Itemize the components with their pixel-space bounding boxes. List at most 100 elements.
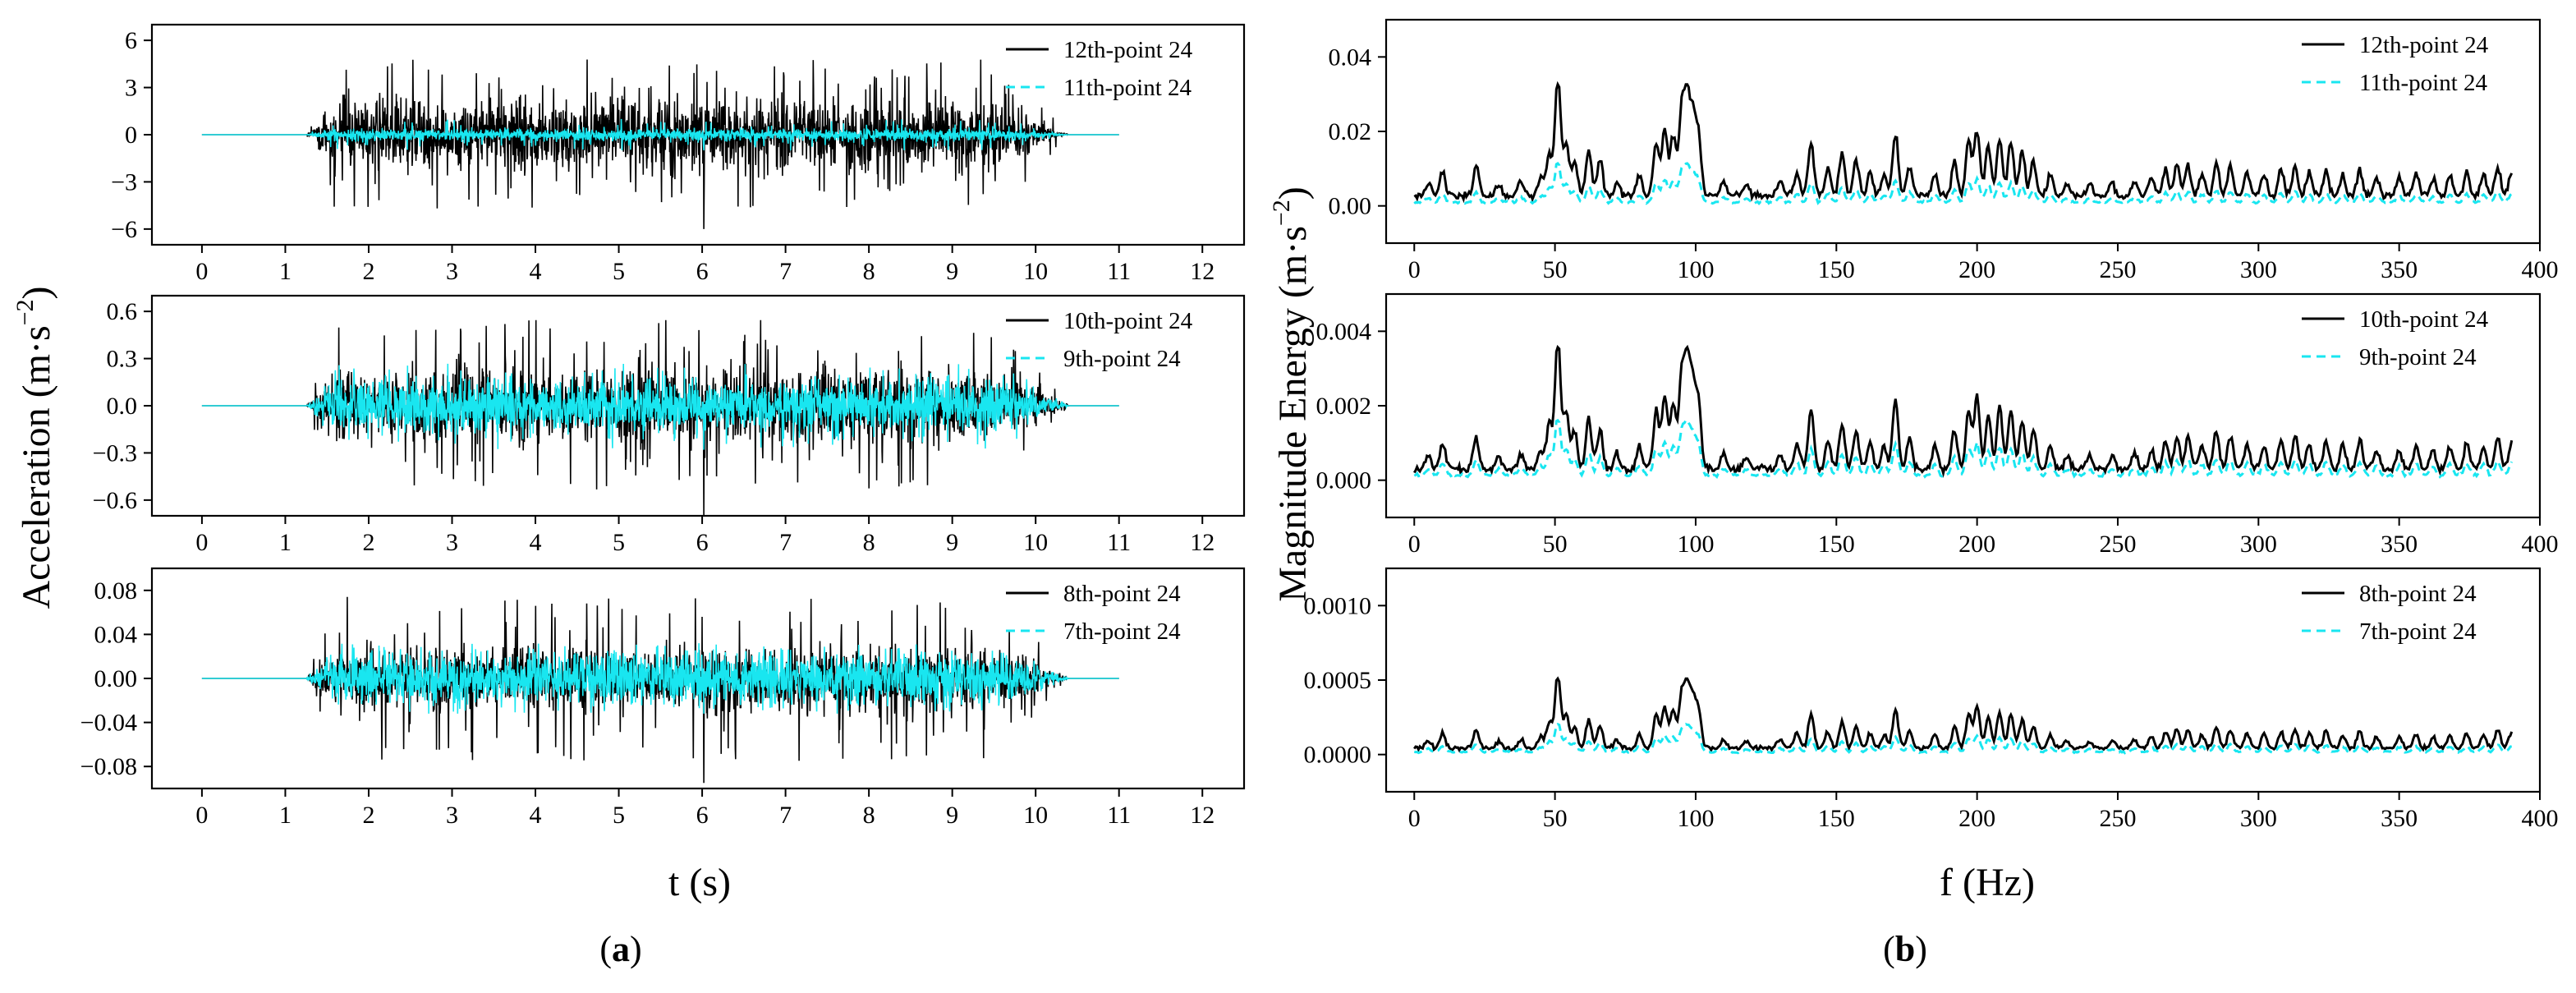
x-tick-label: 100 (1677, 805, 1714, 832)
x-tick-label: 10 (1023, 529, 1048, 556)
legend-label: 9th-point 24 (2359, 344, 2477, 370)
x-tick-label: 50 (1543, 805, 1568, 832)
series-line-10th-point-24 (1413, 344, 2514, 478)
x-tick-label: 7 (779, 258, 792, 285)
y-tick-label: −0.08 (80, 753, 137, 780)
x-tick-label: 12 (1190, 802, 1215, 829)
y-tick-label: 0.002 (1316, 393, 1372, 420)
series-line-7th-point-24 (201, 643, 1119, 714)
y-tick-label: 0.0005 (1304, 667, 1372, 694)
legend-label: 10th-point 24 (2359, 306, 2489, 333)
y-tick-label: 0.00 (1329, 193, 1372, 220)
x-tick-label: 350 (2381, 256, 2418, 283)
left-x-axis-title: t (s) (668, 861, 731, 904)
y-tick-label: −0.3 (93, 439, 137, 467)
x-tick-label: 9 (946, 529, 958, 556)
svg-text:Magnitude Energy (m·s−2): Magnitude Energy (m·s−2) (1268, 186, 1315, 602)
x-tick-label: 250 (2099, 531, 2136, 558)
x-tick-label: 300 (2240, 256, 2277, 283)
x-tick-label: 50 (1543, 256, 1568, 283)
legend-label: 10th-point 24 (1063, 308, 1193, 334)
x-tick-label: 200 (1958, 256, 1995, 283)
x-tick-label: 50 (1543, 531, 1568, 558)
x-tick-label: 9 (946, 802, 958, 829)
panel-a3: 0 1 2 3 4 5 6 7 8 9 10 11 12−0.08−0.040.000.040.08 8t… (80, 567, 1246, 829)
plot-area (201, 596, 1119, 784)
x-tick-label: 250 (2099, 805, 2136, 832)
plot-area (201, 59, 1119, 229)
x-tick-label: 11 (1107, 802, 1131, 829)
y-tick-label: 0.6 (107, 298, 138, 325)
x-tick-label: 100 (1677, 256, 1714, 283)
x-tick-label: 2 (362, 802, 374, 829)
x-tick-label: 2 (362, 529, 374, 556)
x-tick-label: 6 (696, 258, 709, 285)
series-line-7th-point-24 (1413, 722, 2513, 755)
subfigure-label-b: (b) (1883, 929, 1927, 969)
plot-area (201, 320, 1119, 516)
y-tick-label: 0 (125, 122, 137, 149)
y-tick-label: 6 (125, 27, 137, 54)
x-tick-label: 250 (2099, 256, 2136, 283)
x-tick-label: 400 (2522, 531, 2559, 558)
right-y-axis-title: Magnitude Energy (m·s−2) (1268, 186, 1315, 602)
x-tick-label: 11 (1107, 258, 1131, 285)
x-tick-label: 5 (613, 258, 625, 285)
x-tick-label: 11 (1107, 529, 1131, 556)
series-line-8th-point-24 (1413, 676, 2514, 753)
legend-label: 12th-point 24 (2359, 32, 2489, 58)
x-tick-label: 6 (696, 802, 709, 829)
y-tick-label: 0.0010 (1304, 592, 1372, 619)
x-tick-label: 7 (779, 529, 792, 556)
x-tick-label: 5 (613, 529, 625, 556)
y-tick-label: 3 (125, 75, 137, 102)
y-tick-label: 0.0 (107, 393, 138, 420)
plot-area (1413, 676, 2514, 755)
x-tick-label: 10 (1023, 802, 1048, 829)
panel-b3: 0 50 100 150 200 250 300 350 400 0.0000 0.0005 0.00… (1304, 567, 2559, 832)
x-tick-label: 8 (863, 529, 875, 556)
plot-area (1413, 80, 2514, 206)
legend-label: 8th-point 24 (2359, 581, 2477, 607)
panel-b1: 0 50 100 150 200 250 300 350 400 0.00 0.02 0.04 12th… (1329, 18, 2559, 283)
x-tick-label: 8 (863, 802, 875, 829)
panel-a2: 0 1 2 3 4 5 6 7 8 9 10 11 12−0.6−0.30.00.30.6 10th-po… (93, 294, 1246, 556)
x-tick-label: 1 (279, 802, 292, 829)
x-tick-label: 350 (2381, 805, 2418, 832)
y-tick-label: −0.04 (80, 710, 137, 737)
x-tick-label: 150 (1818, 256, 1855, 283)
y-tick-label: −6 (111, 216, 137, 243)
series-line-12th-point-24 (1413, 80, 2514, 204)
x-tick-label: 9 (946, 258, 958, 285)
x-tick-label: 1 (279, 529, 292, 556)
y-tick-label: 0.0000 (1304, 742, 1372, 769)
right-x-axis-title: f (Hz) (1940, 861, 2035, 904)
x-tick-label: 12 (1190, 258, 1215, 285)
x-tick-label: 6 (696, 529, 709, 556)
y-tick-label: 0.02 (1329, 118, 1372, 145)
x-tick-label: 0 (195, 529, 208, 556)
x-tick-label: 0 (195, 258, 208, 285)
x-tick-label: 0 (195, 802, 208, 829)
legend-label: 12th-point 24 (1063, 37, 1193, 63)
x-tick-label: 400 (2522, 805, 2559, 832)
x-tick-label: 1 (279, 258, 292, 285)
x-tick-label: 3 (446, 258, 458, 285)
series-line-11th-point-24 (1413, 161, 2513, 206)
x-tick-label: 200 (1958, 531, 1995, 558)
x-tick-label: 4 (530, 802, 542, 829)
x-tick-label: 3 (446, 802, 458, 829)
x-tick-label: 8 (863, 258, 875, 285)
x-tick-label: 150 (1818, 805, 1855, 832)
series-line-12th-point-24 (201, 59, 1119, 229)
y-tick-label: 0.04 (94, 621, 138, 648)
x-tick-label: 3 (446, 529, 458, 556)
legend-label: 11th-point 24 (1063, 75, 1192, 101)
panel-b2: 0 50 100 150 200 250 300 350 400 0.000 0.002 0.004 1… (1316, 292, 2559, 558)
legend-label: 11th-point 24 (2359, 70, 2488, 96)
x-tick-label: 10 (1023, 258, 1048, 285)
legend-label: 8th-point 24 (1063, 581, 1181, 607)
x-tick-label: 12 (1190, 529, 1215, 556)
legend-label: 7th-point 24 (1063, 618, 1181, 645)
